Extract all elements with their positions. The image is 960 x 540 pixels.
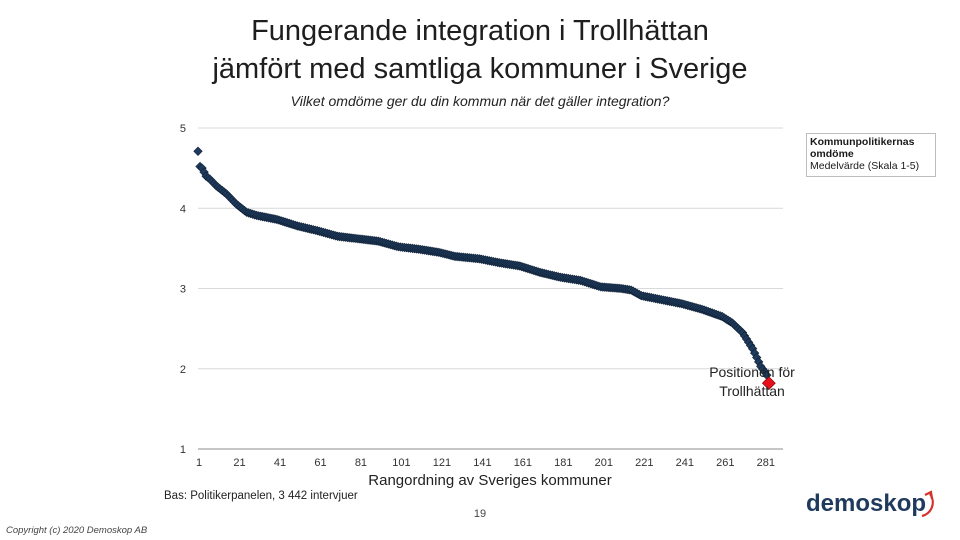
x-tick-label: 181 <box>554 457 572 469</box>
x-tick-label: 41 <box>274 457 286 469</box>
x-tick-label: 281 <box>757 457 775 469</box>
x-tick-label: 141 <box>473 457 491 469</box>
y-tick-label: 5 <box>180 123 186 135</box>
x-tick-label: 221 <box>635 457 653 469</box>
x-tick-label: 21 <box>233 457 245 469</box>
annotation-line-1: Positionen för <box>709 364 795 380</box>
logo-arrow-icon <box>924 490 934 500</box>
x-tick-label: 121 <box>433 457 451 469</box>
question-subtitle: Vilket omdöme ger du din kommun när det … <box>290 93 670 109</box>
slide-title: Fungerande integration i Trollhättan jäm… <box>0 12 960 88</box>
title-line-2: jämfört med samtliga kommuner i Sverige <box>212 53 748 85</box>
demoskop-logo: demoskop <box>804 486 944 527</box>
legend-line-1: Kommunpolitikernas <box>810 136 915 148</box>
y-tick-label: 4 <box>180 203 186 215</box>
trollhattan-annotation: Positionen för Trollhättan <box>692 363 812 401</box>
x-tick-label: 201 <box>595 457 613 469</box>
logo-graphic: demoskop <box>806 490 934 518</box>
x-tick-label: 161 <box>514 457 532 469</box>
legend-line-2: omdöme <box>810 148 854 160</box>
x-tick-label: 101 <box>392 457 410 469</box>
title-line-1: Fungerande integration i Trollhättan <box>251 15 709 47</box>
legend-line-3: Medelvärde (Skala 1-5) <box>810 160 920 172</box>
base-note: Bas: Politikerpanelen, 3 442 intervjuer <box>164 490 358 502</box>
x-tick-label: 261 <box>716 457 734 469</box>
y-tick-label: 2 <box>180 364 186 376</box>
x-tick-label: 81 <box>355 457 367 469</box>
trollhattan-point <box>761 376 776 391</box>
page-number: 19 <box>473 508 487 520</box>
chart-legend: Kommunpolitikernas omdöme Medelvärde (Sk… <box>806 133 936 177</box>
y-tick-label: 3 <box>180 284 186 296</box>
x-axis-label: Rangordning av Sveriges kommuner <box>368 472 612 489</box>
x-tick-label: 1 <box>196 457 202 469</box>
x-tick-label: 61 <box>314 457 326 469</box>
annotation-line-2: Trollhättan <box>719 383 785 399</box>
series-point <box>193 146 203 156</box>
x-tick-label: 241 <box>676 457 694 469</box>
logo-wordmark: demoskop <box>806 490 926 517</box>
y-tick-label: 1 <box>180 444 186 456</box>
copyright-text: Copyright (c) 2020 Demoskop AB <box>6 525 148 536</box>
